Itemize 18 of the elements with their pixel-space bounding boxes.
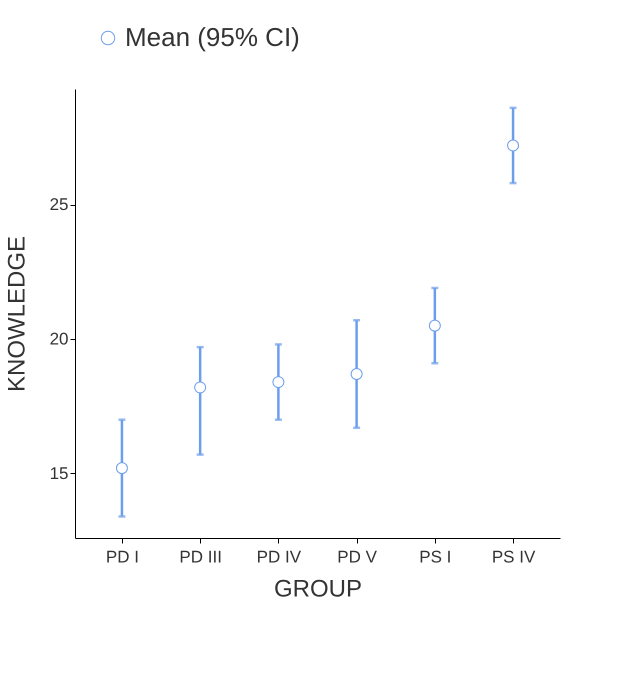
y-tick-label: 25	[50, 195, 68, 214]
point	[116, 462, 128, 474]
x-axis-title: GROUP	[274, 576, 362, 602]
x-tick-label: PD IV	[256, 548, 302, 566]
point	[272, 376, 284, 388]
y-tick-label: 15	[50, 464, 68, 483]
y-tick-label: 20	[50, 330, 68, 349]
x-tick-label: PS IV	[492, 548, 536, 566]
x-tick-label: PS I	[419, 548, 452, 566]
point	[428, 320, 441, 332]
y-axis-title: KNOWLEDGE	[4, 236, 31, 392]
x-tick-label: PD I	[106, 548, 139, 566]
x-tick-label: PD V	[337, 548, 378, 566]
x-tick-label: PD III	[179, 548, 222, 566]
point	[194, 381, 206, 394]
legend-label: Mean (95% CI)	[125, 22, 300, 52]
point	[350, 368, 363, 380]
point	[507, 139, 520, 152]
